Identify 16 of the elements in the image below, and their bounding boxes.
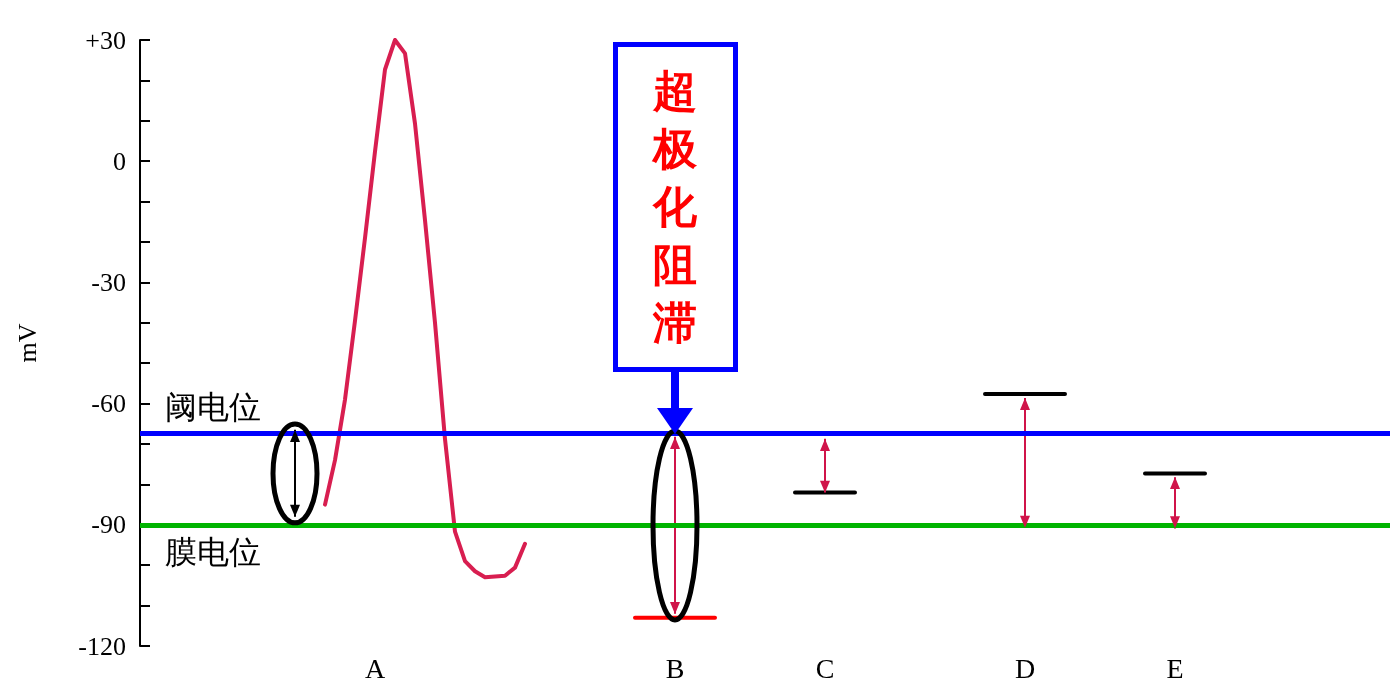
x-tick-label: D [1014, 652, 1036, 684]
y-tick-label: +30 [85, 25, 126, 55]
y-tick-label: -90 [91, 510, 126, 540]
ref-line-label: 阈电位 [165, 388, 261, 427]
y-tick-label: -30 [91, 267, 126, 297]
ref-line-label: 膜电位 [165, 532, 261, 571]
x-tick-label: A [364, 652, 386, 684]
x-tick-label: C [815, 652, 835, 684]
x-tick-label: E [1166, 652, 1184, 684]
y-tick-label: -120 [78, 631, 126, 661]
line-series [323, 38, 527, 580]
y-axis-title: mV [12, 323, 42, 363]
x-tick-label: B [665, 652, 685, 684]
y-tick-label: -60 [91, 389, 126, 419]
annotation: 超极化阻滞 [653, 63, 697, 350]
y-tick-label: 0 [113, 146, 126, 176]
